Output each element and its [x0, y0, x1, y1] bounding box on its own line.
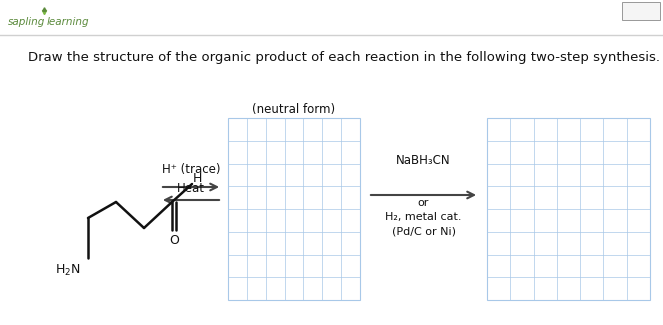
- Text: H⁺ (trace): H⁺ (trace): [162, 162, 220, 176]
- Text: H: H: [192, 173, 202, 186]
- Text: NaBH₃CN: NaBH₃CN: [396, 153, 451, 166]
- Text: (Pd/C or Ni): (Pd/C or Ni): [391, 226, 455, 236]
- Text: Map: Map: [626, 6, 646, 16]
- Text: sapling: sapling: [8, 17, 45, 27]
- Text: or: or: [418, 198, 429, 208]
- Text: Draw the structure of the organic product of each reaction in the following two-: Draw the structure of the organic produc…: [28, 51, 660, 64]
- Bar: [228, 118, 360, 300]
- Text: O: O: [169, 233, 179, 246]
- Text: (neutral form): (neutral form): [253, 103, 335, 116]
- Bar: [622, 2, 660, 20]
- Bar: [487, 118, 650, 300]
- Text: Heat: Heat: [177, 182, 205, 195]
- Text: H$_2$N: H$_2$N: [55, 263, 81, 278]
- Text: learning: learning: [47, 17, 90, 27]
- Text: H₂, metal cat.: H₂, metal cat.: [385, 212, 461, 222]
